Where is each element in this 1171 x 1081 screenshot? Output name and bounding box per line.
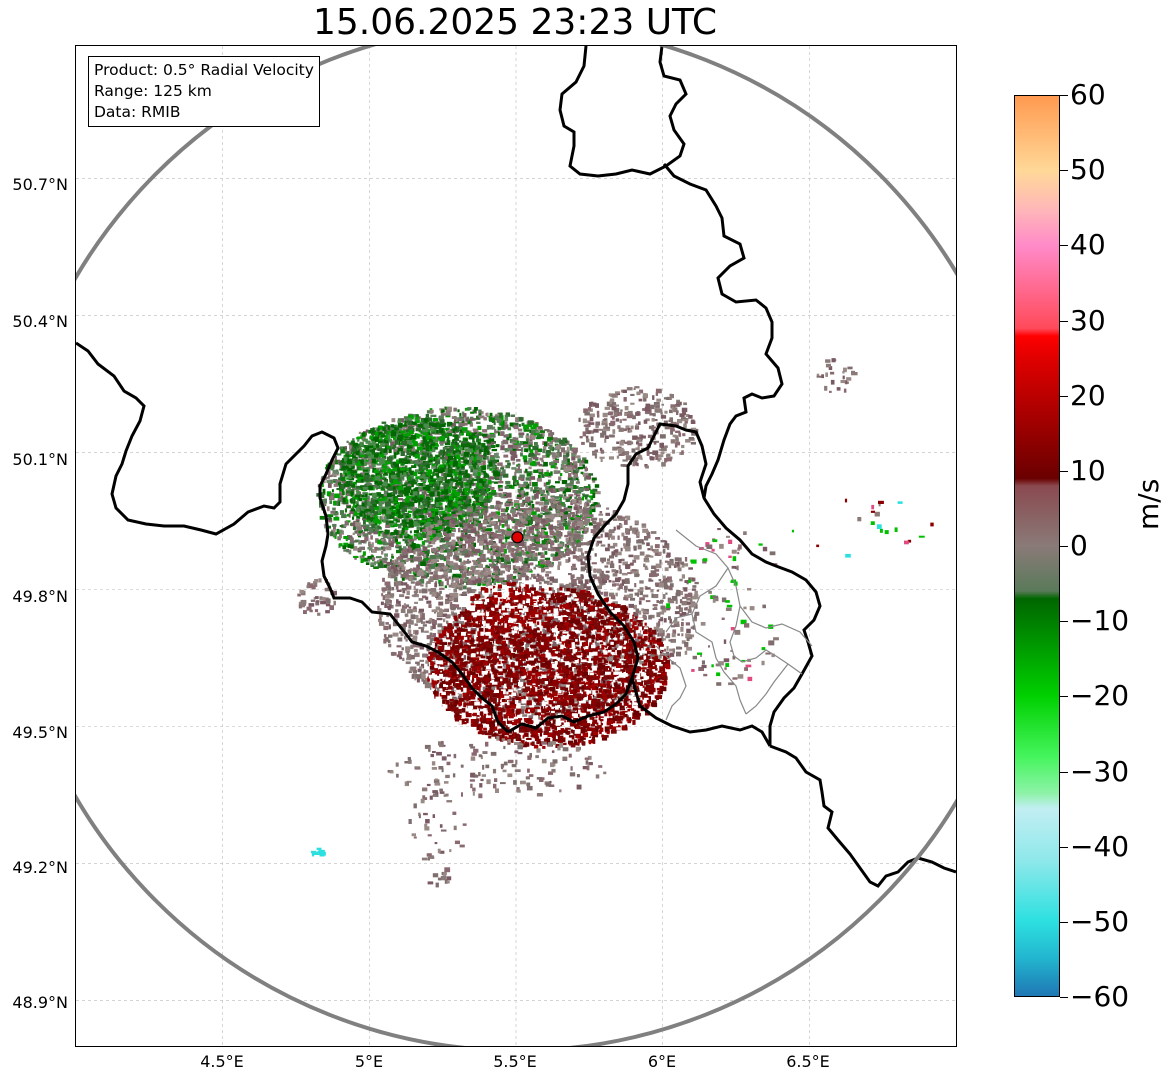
lon-tick-label: 5°E <box>354 1052 384 1071</box>
colorbar-tick-mark <box>1060 320 1068 322</box>
lat-tick-label: 49.8°N <box>12 587 68 606</box>
colorbar-tick-mark <box>1060 470 1068 472</box>
border-france-germany <box>630 677 956 888</box>
colorbar-tick-label: −20 <box>1070 679 1130 713</box>
colorbar-tick-mark <box>1060 95 1068 96</box>
info-data-source: Data: RMIB <box>94 103 181 121</box>
colorbar-tick-label: 30 <box>1070 303 1106 337</box>
colorbar-tick-label: 40 <box>1070 228 1106 262</box>
lon-tick-label: 6.5°E <box>786 1052 830 1071</box>
lat-tick-label: 48.9°N <box>12 993 68 1012</box>
colorbar-tick-label: 50 <box>1070 153 1106 187</box>
colorbar-tick-mark <box>1060 997 1068 998</box>
colorbar-tick-mark <box>1060 395 1068 397</box>
colorbar-tick-label: 60 <box>1070 78 1106 111</box>
colorbar-tick-mark <box>1060 245 1068 247</box>
info-product: Product: 0.5° Radial Velocity <box>94 61 314 79</box>
colorbar-tick-label: −30 <box>1070 754 1130 788</box>
border-germany-west <box>558 46 784 499</box>
lat-tick-label: 49.2°N <box>12 858 68 877</box>
lon-tick-label: 4.5°E <box>200 1052 244 1071</box>
map-canvas <box>76 46 956 1046</box>
colorbar-tick-label: −50 <box>1070 904 1130 938</box>
border-luxembourg <box>507 422 822 746</box>
radar-map[interactable]: Product: 0.5° Radial Velocity Range: 125… <box>75 45 957 1047</box>
velocity-colorbar <box>1014 95 1060 997</box>
lon-tick-label: 6°E <box>647 1052 677 1071</box>
colorbar-tick-label: −40 <box>1070 829 1130 863</box>
colorbar-tick-label: 0 <box>1070 529 1088 562</box>
lat-tick-label: 49.5°N <box>12 723 68 742</box>
radar-site-marker[interactable] <box>511 531 524 544</box>
colorbar-tick-label: 10 <box>1070 453 1106 487</box>
colorbar-tick-mark <box>1060 771 1068 773</box>
map-title: 15.06.2025 23:23 UTC <box>312 2 718 43</box>
colorbar-tick-mark <box>1060 846 1068 848</box>
lat-tick-label: 50.1°N <box>12 450 68 469</box>
province-boundaries <box>655 529 813 721</box>
colorbar-tick-label: −10 <box>1070 604 1130 638</box>
border-belgium-west <box>76 341 510 734</box>
colorbar-tick-mark <box>1060 170 1068 172</box>
colorbar-tick-label: −60 <box>1070 980 1130 1013</box>
lon-tick-label: 5.5°E <box>493 1052 537 1071</box>
colorbar-tick-mark <box>1060 621 1068 623</box>
lat-tick-label: 50.7°N <box>12 175 68 194</box>
lat-tick-label: 50.4°N <box>12 312 68 331</box>
info-range: Range: 125 km <box>94 82 212 100</box>
colorbar-tick-mark <box>1060 921 1068 923</box>
colorbar-tick-mark <box>1060 696 1068 698</box>
colorbar-tick-mark <box>1060 546 1068 547</box>
info-box: Product: 0.5° Radial Velocity Range: 125… <box>88 56 320 127</box>
colorbar-unit-label: m/s <box>1132 478 1165 530</box>
velocity-echoes <box>297 358 934 888</box>
colorbar-tick-label: 20 <box>1070 378 1106 412</box>
